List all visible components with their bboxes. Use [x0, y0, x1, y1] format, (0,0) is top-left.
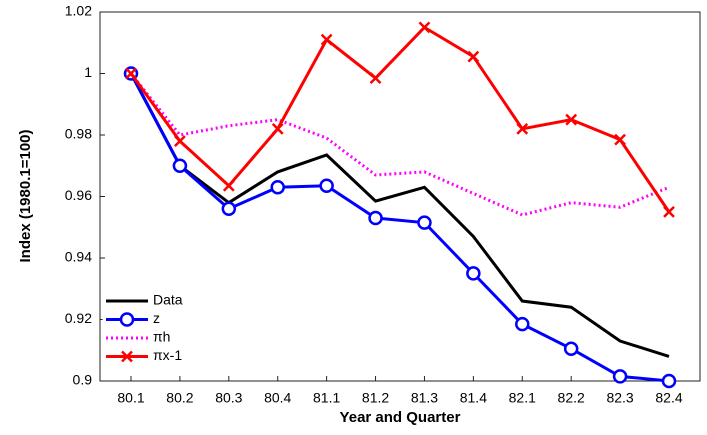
y-tick-label: 0.92: [65, 310, 92, 326]
x-tick-label: 81.1: [313, 390, 340, 406]
y-tick-label: 0.9: [73, 372, 93, 388]
x-tick-label: 82.3: [606, 390, 633, 406]
x-tick-label: 82.4: [655, 390, 682, 406]
series-line: [129, 25, 671, 213]
point: [563, 341, 579, 356]
x-tick-label: 80.3: [215, 390, 242, 406]
point: [614, 133, 626, 146]
point: [319, 178, 334, 193]
point: [516, 122, 529, 135]
x-tick-label: 80.2: [166, 390, 193, 406]
x-tick-label: 81.4: [460, 390, 487, 406]
y-tick-label: 0.96: [65, 187, 92, 203]
point: [174, 135, 186, 148]
point: [466, 266, 481, 281]
point: [417, 215, 432, 230]
legend-box: [102, 290, 204, 374]
series-line: [129, 72, 670, 358]
x-axis-label: Year and Quarter: [340, 409, 461, 426]
point: [661, 373, 677, 389]
y-tick-label: 1.02: [65, 3, 92, 19]
x-tick-label: 81.3: [411, 390, 438, 406]
point: [270, 180, 285, 195]
point: [222, 179, 235, 192]
legend-label: Data: [153, 292, 183, 308]
point: [221, 201, 237, 217]
legend-label: πh: [153, 329, 170, 345]
point: [565, 113, 578, 126]
point: [271, 122, 284, 135]
series-line: [129, 72, 670, 383]
x-tick-label: 82.1: [509, 390, 536, 406]
point: [125, 67, 137, 80]
y-tick-label: 0.94: [65, 249, 92, 265]
legend-marker: [119, 312, 135, 327]
point: [612, 369, 628, 384]
series-line: [129, 72, 670, 217]
x-tick-label: 80.1: [117, 390, 144, 406]
point: [467, 50, 480, 63]
legend-marker: [121, 350, 133, 363]
x-tick-label: 80.4: [264, 390, 291, 406]
y-tick-label: 1: [84, 64, 92, 80]
y-axis-label: Index (1980.1=100): [17, 129, 34, 262]
point: [369, 72, 382, 84]
x-tick-label: 82.2: [558, 390, 585, 406]
point: [368, 210, 383, 226]
legend-label: πx-1: [153, 347, 182, 363]
point: [172, 158, 188, 173]
point: [418, 21, 431, 34]
x-tick-label: 81.2: [362, 390, 389, 406]
point: [320, 33, 333, 46]
y-tick-label: 0.98: [65, 126, 92, 142]
point: [663, 205, 675, 218]
point: [515, 316, 530, 332]
legend-label: z: [153, 310, 160, 326]
